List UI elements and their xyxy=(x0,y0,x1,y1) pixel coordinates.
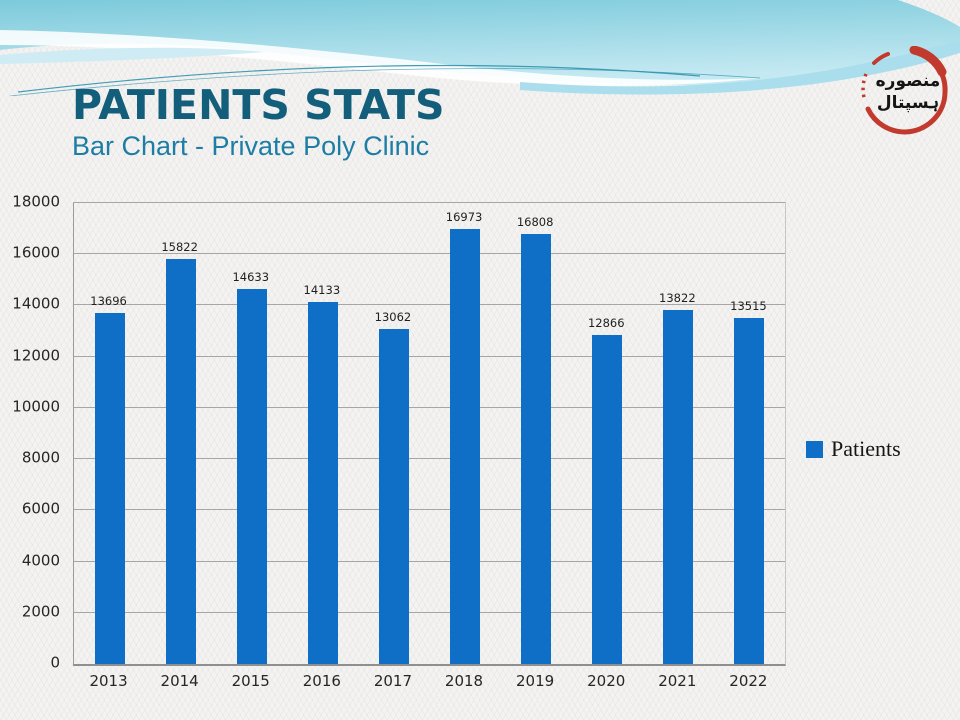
chart-legend: Patients xyxy=(806,436,901,462)
gridline xyxy=(74,253,785,255)
x-axis-tick: 2014 xyxy=(160,672,199,690)
bar-slot xyxy=(216,203,287,664)
gridline xyxy=(74,355,785,357)
x-axis-tick: 2015 xyxy=(231,672,270,690)
logo-text-line2: ہسپتال xyxy=(877,93,939,113)
x-axis-tick: 2021 xyxy=(658,672,697,690)
x-axis-tick: 2017 xyxy=(373,672,413,690)
bar-series xyxy=(74,203,785,664)
gridline xyxy=(74,304,785,306)
bar-slot xyxy=(572,203,643,664)
bar-2016 xyxy=(307,302,338,664)
gridline xyxy=(74,406,785,408)
gridline xyxy=(74,509,785,511)
slide-subtitle: Bar Chart - Private Poly Clinic xyxy=(72,131,430,162)
bar-slot xyxy=(145,203,216,664)
x-axis-tick: 2019 xyxy=(516,672,555,690)
x-axis-tick: 2013 xyxy=(89,672,128,690)
wave-banner-decoration xyxy=(0,0,960,96)
bar-slot xyxy=(74,203,145,664)
gridline xyxy=(74,611,785,613)
title-block: PATIENTS STATS Bar Chart - Private Poly … xyxy=(72,81,832,162)
bar-2019 xyxy=(521,233,552,664)
bar-slot xyxy=(643,203,714,664)
x-axis-labels: 2013 2014 2015 2016 2017 2018 2019 2020 2021 2022 xyxy=(73,672,784,690)
bar-slot xyxy=(429,203,500,664)
x-axis-tick: 2020 xyxy=(587,672,626,690)
y-axis-tick: 6000 xyxy=(21,499,60,518)
y-axis-tick: 18000 xyxy=(12,192,60,211)
legend-label: Patients xyxy=(831,436,901,461)
y-axis-tick: 10000 xyxy=(12,397,60,416)
y-axis-tick: 0 xyxy=(50,653,60,672)
bar-slot xyxy=(358,203,429,664)
plot-area xyxy=(73,202,786,666)
bar-slot xyxy=(287,203,358,664)
bar-2014 xyxy=(165,258,196,664)
x-axis-tick: 2016 xyxy=(302,672,341,690)
bar-2020 xyxy=(592,334,623,664)
bar-2015 xyxy=(236,289,267,664)
y-axis-tick: 16000 xyxy=(12,243,60,262)
legend-swatch xyxy=(806,440,823,458)
y-axis-tick: 8000 xyxy=(21,448,60,467)
bar-2021 xyxy=(663,310,694,664)
bar-slot xyxy=(714,203,785,664)
bar-2022 xyxy=(734,317,765,664)
x-axis-tick: 2022 xyxy=(729,672,768,690)
slide-title: PATIENTS STATS xyxy=(72,81,445,129)
gridline xyxy=(74,202,785,203)
logo-text-line1: منصوره xyxy=(876,71,941,91)
hospital-stamp-logo: منصوره ہسپتال xyxy=(861,46,948,135)
bar-2013 xyxy=(94,313,125,664)
gridline xyxy=(74,560,785,562)
bar-slot xyxy=(501,203,572,664)
y-axis-tick: 14000 xyxy=(12,294,60,313)
bar-2017 xyxy=(378,329,409,664)
y-axis-tick: 2000 xyxy=(21,602,60,621)
gridline xyxy=(74,458,785,460)
y-axis-labels: 0 2000 4000 6000 8000 10000 12000 14000 16000 180… xyxy=(0,194,60,670)
y-axis-tick: 4000 xyxy=(21,551,60,570)
x-axis-tick: 2018 xyxy=(444,672,484,690)
y-axis-tick: 12000 xyxy=(12,346,60,365)
bar-2018 xyxy=(450,229,481,664)
